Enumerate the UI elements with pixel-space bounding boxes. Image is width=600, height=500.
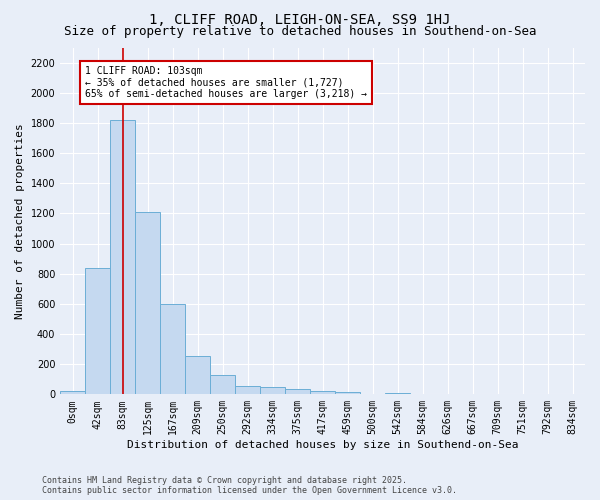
Text: 1, CLIFF ROAD, LEIGH-ON-SEA, SS9 1HJ: 1, CLIFF ROAD, LEIGH-ON-SEA, SS9 1HJ	[149, 12, 451, 26]
Bar	[135, 212, 160, 394]
Bar	[385, 392, 410, 394]
Bar	[160, 304, 185, 394]
Text: Contains HM Land Registry data © Crown copyright and database right 2025.
Contai: Contains HM Land Registry data © Crown c…	[42, 476, 457, 495]
Bar	[110, 120, 135, 394]
Bar	[310, 392, 335, 394]
Bar	[185, 356, 210, 395]
Bar	[60, 390, 85, 394]
Bar	[210, 376, 235, 394]
Bar	[85, 268, 110, 394]
X-axis label: Distribution of detached houses by size in Southend-on-Sea: Distribution of detached houses by size …	[127, 440, 518, 450]
Text: 1 CLIFF ROAD: 103sqm
← 35% of detached houses are smaller (1,727)
65% of semi-de: 1 CLIFF ROAD: 103sqm ← 35% of detached h…	[85, 66, 367, 99]
Bar	[335, 392, 360, 394]
Bar	[285, 389, 310, 394]
Text: Size of property relative to detached houses in Southend-on-Sea: Size of property relative to detached ho…	[64, 25, 536, 38]
Bar	[260, 387, 285, 394]
Y-axis label: Number of detached properties: Number of detached properties	[15, 123, 25, 319]
Bar	[235, 386, 260, 394]
